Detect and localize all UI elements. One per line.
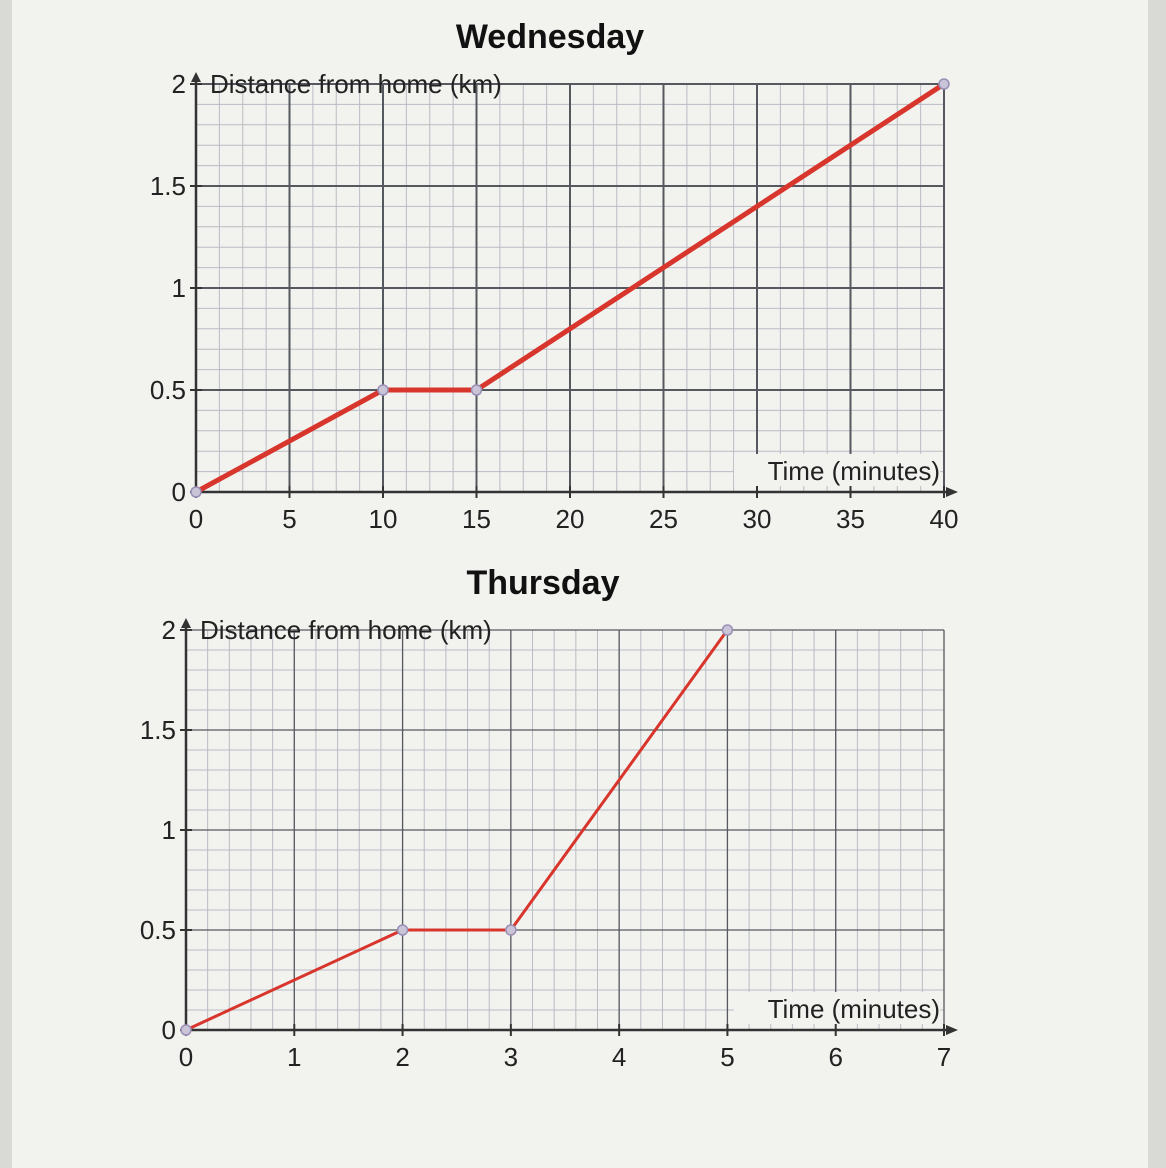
x-tick-label: 4 — [612, 1042, 626, 1072]
data-point — [938, 78, 950, 90]
axes: 0 5 10 15 20 25 30 35 40 0 0.5 1 1.5 2 — [150, 69, 959, 534]
data-point — [721, 624, 734, 636]
x-tick-label: 1 — [287, 1042, 301, 1072]
y-tick-label: 0 — [162, 1015, 176, 1045]
y-tick-label: 2 — [172, 69, 186, 99]
x-tick-label: 5 — [282, 504, 296, 534]
series-line — [185, 629, 729, 1032]
x-axis-label-background — [734, 454, 940, 486]
x-axis-label: Time (minutes) — [768, 994, 940, 1024]
x-tick-label: 6 — [828, 1042, 842, 1072]
y-tick-label: 0.5 — [140, 915, 176, 945]
x-tick-label: 30 — [743, 504, 772, 534]
x-tick-label: 40 — [930, 504, 959, 534]
x-tick-label: 0 — [179, 1042, 193, 1072]
x-axis-label-background — [734, 992, 940, 1024]
data-point — [190, 486, 202, 498]
x-tick-label: 3 — [504, 1042, 518, 1072]
x-tick-label: 0 — [189, 504, 203, 534]
y-tick-label: 0 — [172, 477, 186, 507]
y-axis-arrow-icon — [181, 618, 191, 628]
x-tick-label: 20 — [556, 504, 585, 534]
chart-title: Wednesday — [456, 18, 644, 56]
x-axis-label: Time (minutes) — [768, 456, 940, 486]
x-tick-label: 2 — [395, 1042, 409, 1072]
series-line — [194, 81, 946, 495]
y-tick-label: 1.5 — [150, 171, 186, 201]
data-point — [396, 924, 409, 936]
x-tick-label: 15 — [462, 504, 491, 534]
x-axis-arrow-icon — [946, 487, 958, 497]
x-tick-label: 5 — [720, 1042, 734, 1072]
y-tick-label: 1.5 — [140, 715, 176, 745]
grid — [185, 629, 945, 1031]
y-tick-label: 0.5 — [150, 375, 186, 405]
y-tick-label: 1 — [162, 815, 176, 845]
x-tick-label: 7 — [937, 1042, 951, 1072]
data-point — [505, 924, 517, 936]
y-tick-label: 1 — [172, 273, 186, 303]
wednesday-chart: Wednesday 0 5 10 15 20 25 30 35 40 0 0.5 1 1.5 2 Distan… — [150, 18, 959, 534]
thursday-chart: Thursday 0 1 2 3 4 5 6 7 0 0.5 1 1.5 2 Distance from h… — [140, 564, 958, 1072]
x-tick-label: 25 — [649, 504, 678, 534]
x-tick-label: 35 — [836, 504, 865, 534]
y-axis-arrow-icon — [191, 72, 201, 82]
y-axis-label: Distance from home (km) — [210, 69, 502, 99]
x-axis-arrow-icon — [946, 1025, 958, 1035]
y-tick-label: 2 — [162, 615, 176, 645]
data-point — [377, 384, 389, 396]
x-tick-label: 10 — [369, 504, 398, 534]
data-point — [470, 384, 483, 396]
paper-background — [12, 0, 1148, 1168]
chart-title: Thursday — [466, 564, 619, 602]
data-point — [180, 1024, 192, 1036]
y-axis-label: Distance from home (km) — [200, 615, 492, 645]
